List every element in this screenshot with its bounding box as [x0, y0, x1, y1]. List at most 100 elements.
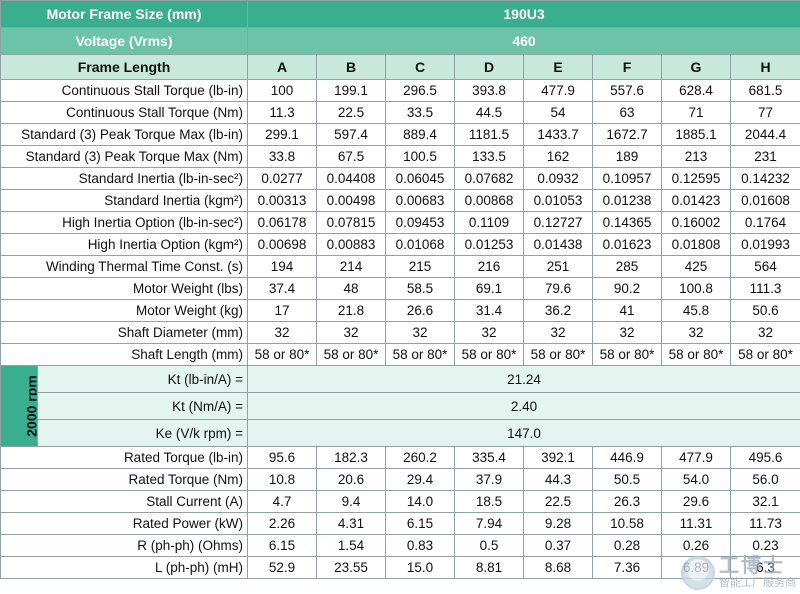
spec-row-label: Standard (3) Peak Torque Max (lb-in) — [0, 123, 248, 146]
spec-row-label: Rated Torque (Nm) — [0, 468, 248, 491]
spec-cell: 54.0 — [661, 468, 731, 491]
spec-cell: 10.8 — [247, 468, 317, 491]
spec-cell: 67.5 — [316, 145, 386, 168]
constant-label: Kt (Nm/A) = — [37, 392, 248, 420]
spec-cell: 0.01423 — [661, 189, 731, 212]
spec-cell: 495.6 — [729, 446, 800, 469]
spec-cell: 1885.1 — [661, 123, 731, 146]
spec-cell: 0.00868 — [454, 189, 524, 212]
spec-cell: 1672.7 — [592, 123, 662, 146]
spec-cell: 71 — [661, 101, 731, 124]
spec-cell: 597.4 — [316, 123, 386, 146]
spec-cell: 681.5 — [729, 79, 800, 102]
column-header: C — [385, 54, 455, 80]
spec-cell: 58 or 80* — [454, 343, 524, 366]
spec-row: Rated Torque (Nm) 10.8 20.6 29.4 37.9 44.3 50.… — [0, 468, 800, 491]
spec-cell: 22.5 — [523, 490, 593, 513]
spec-cell: 50.6 — [729, 299, 800, 322]
spec-cell: 0.01608 — [729, 189, 800, 212]
spec-cell: 0.00698 — [247, 233, 317, 256]
spec-cell: 0.00498 — [316, 189, 386, 212]
spec-cell: 11.31 — [661, 512, 731, 535]
spec-cell: 8.81 — [454, 556, 524, 579]
spec-cell: 1433.7 — [523, 123, 593, 146]
spec-cell: 6.3 — [729, 556, 800, 579]
spec-cell: 32 — [454, 321, 524, 344]
spec-cell: 11.3 — [247, 101, 317, 124]
spec-cell: 477.9 — [523, 79, 593, 102]
spec-cell: 58.5 — [385, 277, 455, 300]
spec-row: Shaft Diameter (mm) 32 32 32 32 32 32 32 32 — [0, 321, 800, 344]
spec-cell: 9.4 — [316, 490, 386, 513]
spec-cell: 477.9 — [661, 446, 731, 469]
spec-cell: 0.01623 — [592, 233, 662, 256]
spec-cell: 0.07815 — [316, 211, 386, 234]
spec-row-label: L (ph-ph) (mH) — [0, 556, 248, 579]
constant-label: Kt (lb-in/A) = — [37, 365, 248, 393]
spec-row: Stall Current (A) 4.7 9.4 14.0 18.5 22.5 26.3 2… — [0, 490, 800, 513]
column-header: E — [523, 54, 593, 80]
spec-row: Motor Weight (lbs) 37.4 48 58.5 69.1 79.6 90.2… — [0, 277, 800, 300]
spec-cell: 95.6 — [247, 446, 317, 469]
spec-cell: 58 or 80* — [247, 343, 317, 366]
spec-cell: 56.0 — [729, 468, 800, 491]
spec-cell: 0.06045 — [385, 167, 455, 190]
spec-cell: 23.55 — [316, 556, 386, 579]
spec-cell: 1.54 — [316, 534, 386, 557]
spec-cell: 0.0932 — [523, 167, 593, 190]
spec-cell: 162 — [523, 145, 593, 168]
spec-cell: 0.01068 — [385, 233, 455, 256]
spec-cell: 11.73 — [729, 512, 800, 535]
spec-cell: 63 — [592, 101, 662, 124]
column-header: D — [454, 54, 524, 80]
spec-cell: 296.5 — [385, 79, 455, 102]
spec-cell: 44.3 — [523, 468, 593, 491]
spec-cell: 335.4 — [454, 446, 524, 469]
spec-cell: 392.1 — [523, 446, 593, 469]
spec-cell: 0.07682 — [454, 167, 524, 190]
column-header: A — [247, 54, 317, 80]
spec-row: Rated Power (kW) 2.26 4.31 6.15 7.94 9.28 10.5… — [0, 512, 800, 535]
spec-cell: 285 — [592, 255, 662, 278]
spec-row-label: High Inertia Option (lb-in-sec²) — [0, 211, 248, 234]
spec-cell: 32 — [316, 321, 386, 344]
spec-cell: 14.0 — [385, 490, 455, 513]
frame-length-label: Frame Length — [0, 54, 248, 80]
spec-cell: 6.15 — [247, 534, 317, 557]
spec-cell: 31.4 — [454, 299, 524, 322]
spec-cell: 0.01808 — [661, 233, 731, 256]
spec-cell: 133.5 — [454, 145, 524, 168]
voltage-row: Voltage (Vrms) 460 — [0, 27, 800, 55]
spec-cell: 32 — [523, 321, 593, 344]
spec-cell: 0.00883 — [316, 233, 386, 256]
spec-cell: 4.7 — [247, 490, 317, 513]
spec-cell: 0.12727 — [523, 211, 593, 234]
spec-cell: 889.4 — [385, 123, 455, 146]
spec-cell: 8.68 — [523, 556, 593, 579]
spec-cell: 32 — [592, 321, 662, 344]
spec-cell: 564 — [729, 255, 800, 278]
spec-cell: 0.23 — [729, 534, 800, 557]
spec-cell: 37.4 — [247, 277, 317, 300]
spec-cell: 0.01253 — [454, 233, 524, 256]
spec-cell: 32 — [729, 321, 800, 344]
spec-row: Rated Torque (lb-in) 95.6 182.3 260.2 335.4 3… — [0, 446, 800, 469]
spec-cell: 69.1 — [454, 277, 524, 300]
spec-cell: 17 — [247, 299, 317, 322]
spec-cell: 189 — [592, 145, 662, 168]
spec-cell: 58 or 80* — [316, 343, 386, 366]
spec-cell: 215 — [385, 255, 455, 278]
spec-cell: 0.5 — [454, 534, 524, 557]
spec-cell: 0.14365 — [592, 211, 662, 234]
frame-size-row: Motor Frame Size (mm) 190U3 — [0, 0, 800, 28]
spec-cell: 111.3 — [729, 277, 800, 300]
spec-row: R (ph-ph) (Ohms) 6.15 1.54 0.83 0.5 0.37 0.28 0… — [0, 534, 800, 557]
spec-cell: 251 — [523, 255, 593, 278]
constant-value: 147.0 — [246, 419, 800, 447]
constant-row: Kt (Nm/A) = 2.40 — [1, 392, 800, 420]
spec-cell: 4.31 — [316, 512, 386, 535]
spec-row-label: High Inertia Option (kgm²) — [0, 233, 248, 256]
constant-value: 2.40 — [246, 392, 800, 420]
rpm-side-label: 2000 rpm — [0, 365, 38, 447]
frame-length-row: Frame Length A B C D E F G H — [0, 54, 800, 80]
